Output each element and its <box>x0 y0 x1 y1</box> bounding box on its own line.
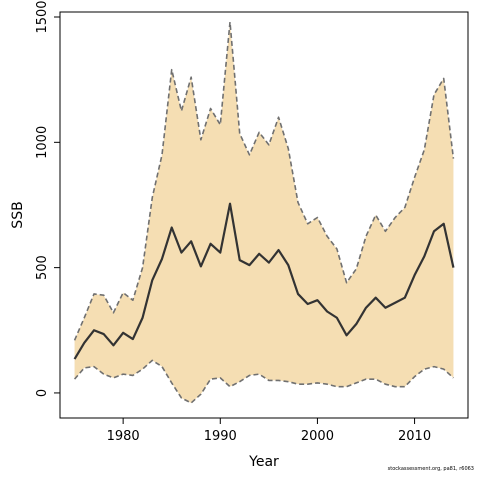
upper-bound-line <box>73 21 455 341</box>
x-axis-label: Year <box>248 454 279 470</box>
footnote: stockassessment.org, pa81, r6063 <box>387 466 474 472</box>
y-axis-label: SSB <box>10 201 26 228</box>
y-tick-label: 500 <box>35 255 50 280</box>
y-tick-label: 1500 <box>35 0 50 33</box>
confidence-band <box>74 22 454 403</box>
x-tick-label: 2010 <box>398 429 431 444</box>
x-tick-label: 1990 <box>204 429 237 444</box>
x-tick-label: 2000 <box>301 429 334 444</box>
x-axis: 1980 1990 2000 2010 <box>107 418 431 444</box>
y-tick-label: 0 <box>35 389 50 397</box>
x-tick-label: 1980 <box>107 429 140 444</box>
y-tick-label: 1000 <box>35 126 50 159</box>
plot-layer <box>73 21 455 404</box>
ssb-estimate-line <box>73 202 455 360</box>
plot-frame <box>59 11 469 419</box>
y-axis: 0 500 1000 1500 <box>35 0 60 397</box>
lower-bound-line <box>73 359 454 404</box>
